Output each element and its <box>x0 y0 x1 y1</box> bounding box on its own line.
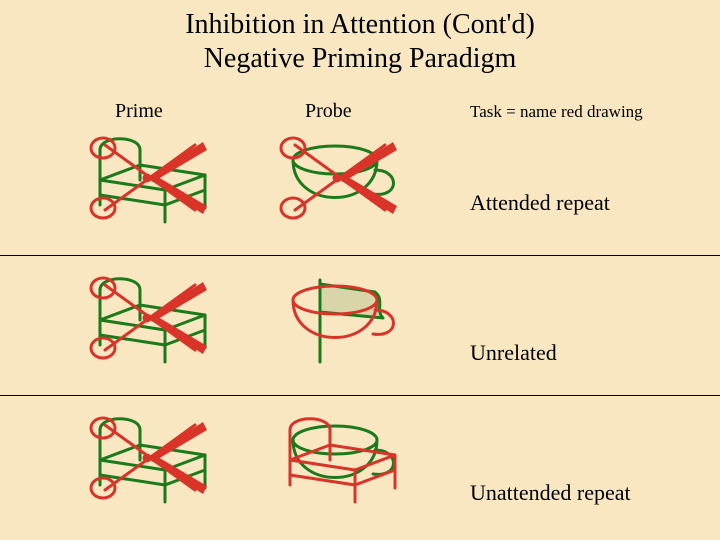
divider-1 <box>0 395 720 396</box>
prime-drawing-1 <box>85 270 215 370</box>
row-label-1: Unrelated <box>470 340 557 366</box>
header-probe: Probe <box>305 100 352 123</box>
row-label-2: Unattended repeat <box>470 480 631 506</box>
header-task: Task = name red drawing <box>470 102 643 122</box>
title-line-1: Inhibition in Attention (Cont'd) <box>185 9 535 40</box>
prime-cell-0 <box>85 130 215 230</box>
probe-drawing-2 <box>275 410 405 510</box>
title-line-2: Negative Priming Paradigm <box>204 43 517 74</box>
slide-title: Inhibition in Attention (Cont'd) Negativ… <box>0 8 720 75</box>
prime-cell-2 <box>85 410 215 510</box>
prime-drawing-0 <box>85 130 215 230</box>
probe-drawing-1 <box>275 270 405 370</box>
probe-drawing-0 <box>275 130 405 230</box>
divider-0 <box>0 255 720 256</box>
probe-cell-0 <box>275 130 405 230</box>
prime-drawing-2 <box>85 410 215 510</box>
probe-cell-2 <box>275 410 405 510</box>
probe-cell-1 <box>275 270 405 370</box>
prime-cell-1 <box>85 270 215 370</box>
row-label-0: Attended repeat <box>470 190 610 216</box>
header-prime: Prime <box>115 100 163 123</box>
